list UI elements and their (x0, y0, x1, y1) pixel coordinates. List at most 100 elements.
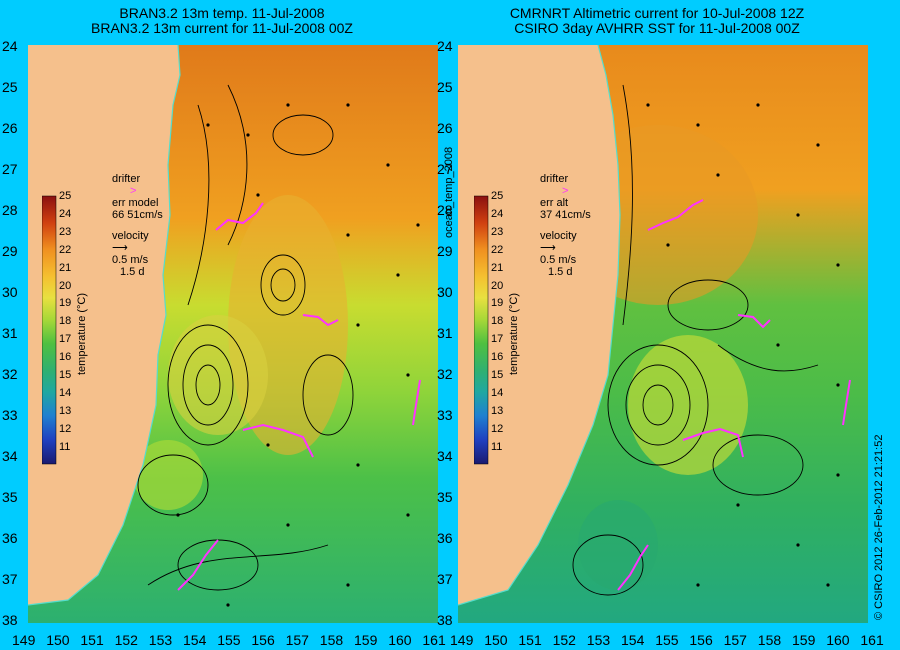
colorbar-tick: 17 (491, 333, 504, 346)
left-eddy-south (133, 440, 203, 510)
colorbar-tick: 21 (491, 261, 504, 274)
right-map-svg (458, 45, 868, 623)
colorbar-tick: 13 (491, 404, 504, 417)
lat-label-right: 37 (437, 571, 453, 587)
right-title-line1: CMRNRT Altimetric current for 10-Jul-200… (509, 5, 805, 21)
lat-label-right: 24 (437, 38, 453, 54)
lat-label-left: 38 (2, 612, 18, 628)
lat-label-left: 25 (2, 79, 18, 95)
lon-label-left: 151 (80, 632, 104, 648)
left-map-panel (28, 45, 438, 623)
colorbar-tick: 13 (59, 404, 72, 417)
right-legend-drifter: drifter (540, 173, 569, 185)
colorbar-tick: 11 (491, 440, 503, 453)
colorbar-tick: 19 (59, 297, 72, 310)
left-legend-err1: err model (112, 197, 159, 209)
colorbar-tick: 20 (59, 279, 72, 292)
lat-label-left: 35 (2, 489, 18, 505)
right-drifter-tracks (617, 199, 851, 591)
lon-label-right: 155 (655, 632, 679, 648)
colorbar-tick: 21 (59, 261, 72, 274)
lat-label-left: 30 (2, 284, 18, 300)
right-current-arrows (646, 103, 840, 587)
lon-label-right: 158 (757, 632, 782, 648)
right-map-panel (458, 45, 868, 623)
lat-label-right: 29 (437, 243, 453, 259)
colorbar-tick: 15 (59, 369, 72, 381)
right-legend-err1: err alt (540, 197, 569, 209)
lon-label-left: 155 (217, 632, 241, 648)
velocity-arrow-icon: ⟶ (540, 242, 556, 254)
lat-label-right: 27 (437, 161, 453, 177)
drifter-marker-icon: > (130, 185, 137, 197)
colorbar-tick: 11 (59, 440, 71, 453)
colorbar-tick: 14 (59, 386, 72, 399)
colorbar-tick: 22 (59, 243, 72, 256)
left-legend-scale2: 1.5 d (120, 266, 145, 278)
left-legend-drifter: drifter (112, 173, 141, 185)
credit-text: © CSIRO 2012 26-Feb-2012 21:21:52 (873, 434, 885, 620)
lon-label-left: 159 (354, 632, 378, 648)
lon-label-left: 156 (251, 632, 275, 648)
lon-label-right: 159 (792, 632, 816, 648)
lat-label-left: 32 (2, 366, 18, 382)
lat-label-left: 34 (2, 448, 18, 464)
lat-label-left: 31 (2, 325, 18, 341)
center-label: ocean_temp_2008 (443, 146, 455, 238)
lon-label-right: 150 (484, 632, 508, 648)
lat-label-right: 26 (437, 120, 453, 136)
colorbar-tick: 25 (491, 190, 504, 202)
colorbar-tick: 16 (491, 351, 504, 364)
left-coastline (28, 45, 181, 606)
lat-label-right: 31 (437, 325, 453, 341)
left-map-svg (28, 45, 438, 623)
colorbar-tick: 22 (491, 243, 504, 256)
right-land (458, 45, 620, 605)
lon-label-left: 160 (388, 632, 412, 648)
lat-label-left: 36 (2, 530, 18, 546)
colorbar-tick: 23 (491, 225, 504, 238)
lat-label-right: 38 (437, 612, 453, 628)
right-legend: drifter > err alt 37 41cm/s velocity ⟶ 0… (540, 173, 591, 278)
colorbar-tick: 17 (59, 333, 72, 346)
velocity-arrow-icon: ⟶ (112, 242, 128, 254)
lon-label-left: 158 (319, 632, 344, 648)
lat-label-right: 30 (437, 284, 453, 300)
left-title: BRAN3.2 13m temp. 11-Jul-2008 BRAN3.2 13… (12, 6, 432, 36)
lon-label-right: 152 (552, 632, 576, 648)
right-coastline (458, 45, 621, 606)
colorbar-tick: 19 (491, 297, 504, 310)
lon-label-left: 149 (12, 632, 36, 648)
lat-label-left: 26 (2, 120, 18, 136)
lon-label-left: 150 (46, 632, 70, 648)
lon-label-right: 157 (723, 632, 747, 648)
lat-label-right: 34 (437, 448, 453, 464)
lon-label-right: 160 (826, 632, 850, 648)
left-drifter-tracks (177, 202, 421, 591)
lon-label-right: 149 (450, 632, 474, 648)
left-land (28, 45, 180, 605)
right-cold-eddy (578, 500, 658, 590)
right-legend-scale1: 0.5 m/s (540, 254, 577, 266)
lat-label-left: 27 (2, 161, 18, 177)
colorbar-tick: 12 (491, 422, 504, 435)
lon-label-right: 154 (621, 632, 645, 648)
right-current-streamlines (572, 84, 819, 596)
left-colorbar (42, 195, 57, 465)
lon-label-right: 153 (586, 632, 611, 648)
lon-label-left: 161 (422, 632, 446, 648)
left-legend-velocity: velocity (112, 230, 149, 242)
lon-label-left: 154 (183, 632, 207, 648)
lat-label-right: 35 (437, 489, 453, 505)
lat-label-right: 25 (437, 79, 453, 95)
right-warm-eddy (628, 335, 748, 475)
left-legend-err2: 66 51cm/s (112, 209, 163, 221)
lon-label-right: 161 (860, 632, 884, 648)
left-current-streamlines (137, 84, 354, 591)
lat-label-left: 28 (2, 202, 18, 218)
right-title: CMRNRT Altimetric current for 10-Jul-200… (447, 6, 867, 36)
lon-label-right: 156 (689, 632, 713, 648)
colorbar-tick: 14 (491, 386, 504, 399)
lat-label-right: 33 (437, 407, 453, 423)
right-legend-velocity: velocity (540, 230, 577, 242)
